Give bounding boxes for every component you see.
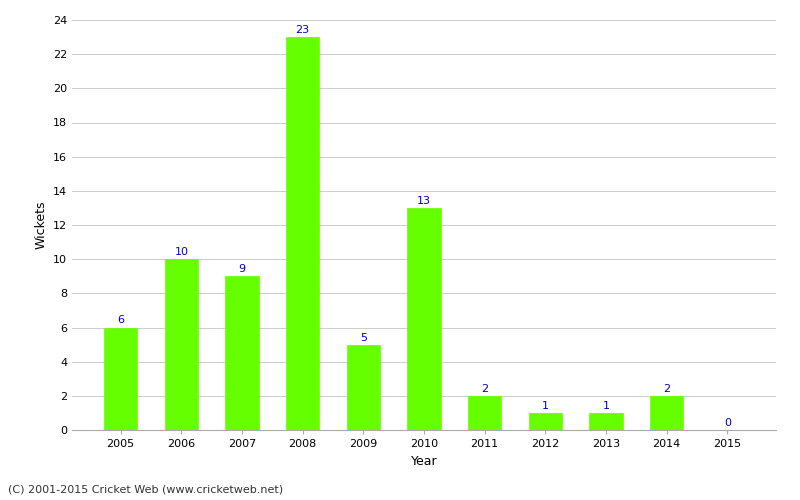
Text: 10: 10: [174, 247, 188, 257]
Bar: [650, 396, 683, 430]
Text: 13: 13: [417, 196, 431, 206]
Text: 2: 2: [663, 384, 670, 394]
Bar: [529, 413, 562, 430]
Text: 9: 9: [238, 264, 246, 274]
Text: 1: 1: [542, 401, 549, 411]
Text: 6: 6: [117, 316, 124, 326]
X-axis label: Year: Year: [410, 454, 438, 468]
Y-axis label: Wickets: Wickets: [34, 200, 47, 249]
Text: (C) 2001-2015 Cricket Web (www.cricketweb.net): (C) 2001-2015 Cricket Web (www.cricketwe…: [8, 485, 283, 495]
Text: 23: 23: [296, 25, 310, 35]
Text: 1: 1: [602, 401, 610, 411]
Text: 2: 2: [481, 384, 488, 394]
Bar: [104, 328, 138, 430]
Bar: [346, 344, 380, 430]
Bar: [286, 37, 319, 430]
Bar: [590, 413, 622, 430]
Bar: [226, 276, 258, 430]
Bar: [407, 208, 441, 430]
Text: 5: 5: [360, 332, 367, 342]
Text: 0: 0: [724, 418, 731, 428]
Bar: [468, 396, 502, 430]
Bar: [165, 259, 198, 430]
